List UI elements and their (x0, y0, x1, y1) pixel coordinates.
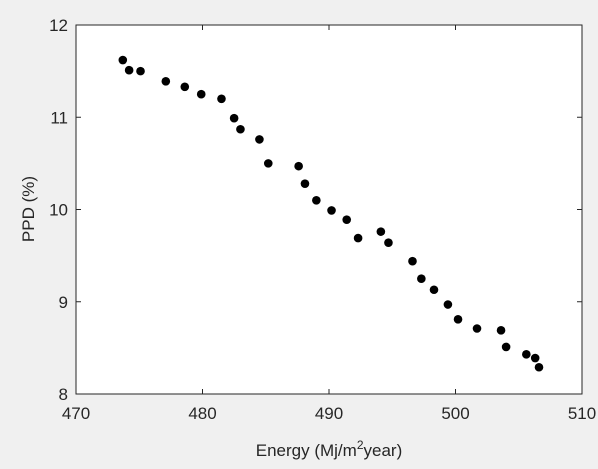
y-tick-label: 12 (49, 16, 68, 35)
data-point (342, 215, 352, 224)
data-point (353, 233, 363, 243)
data-point (196, 89, 206, 99)
data-point (417, 274, 426, 283)
data-point (236, 124, 245, 134)
data-points (118, 55, 544, 372)
data-point (312, 195, 321, 205)
data-point (255, 135, 264, 144)
data-point (522, 350, 531, 359)
data-point (443, 300, 453, 309)
data-point (408, 256, 417, 266)
data-point (453, 314, 463, 324)
data-point (217, 94, 226, 104)
y-tick-label: 11 (50, 108, 68, 127)
data-point (472, 324, 482, 333)
x-axis-label: Energy (Mj/m2year) (256, 438, 403, 460)
x-axis-label-superscript: 2 (357, 438, 364, 452)
axis-ticks: 470 480 490 500 510 8 9 10 11 12 (49, 16, 596, 423)
data-point (496, 326, 506, 335)
data-point (327, 206, 336, 215)
y-tick-label: 10 (49, 201, 68, 220)
x-tick-label: 500 (441, 404, 469, 423)
data-point (530, 353, 540, 363)
data-point (501, 342, 511, 352)
data-point (161, 76, 171, 86)
data-point (376, 227, 386, 236)
data-point (180, 82, 190, 92)
data-point (124, 65, 134, 75)
y-tick-label: 8 (59, 385, 68, 404)
data-point (294, 161, 303, 171)
x-tick-label: 470 (62, 404, 90, 423)
data-point (136, 66, 145, 76)
y-tick-label: 9 (59, 293, 68, 312)
data-point (384, 238, 393, 248)
x-tick-label: 490 (315, 404, 343, 423)
y-axis-label: PPD (%) (19, 176, 38, 242)
data-point (534, 362, 544, 372)
data-point (429, 285, 439, 295)
x-tick-label: 510 (568, 404, 596, 423)
x-tick-label: 480 (188, 404, 216, 423)
data-point (300, 179, 310, 188)
data-point (263, 159, 273, 168)
data-point (118, 55, 128, 65)
data-point (229, 113, 239, 123)
